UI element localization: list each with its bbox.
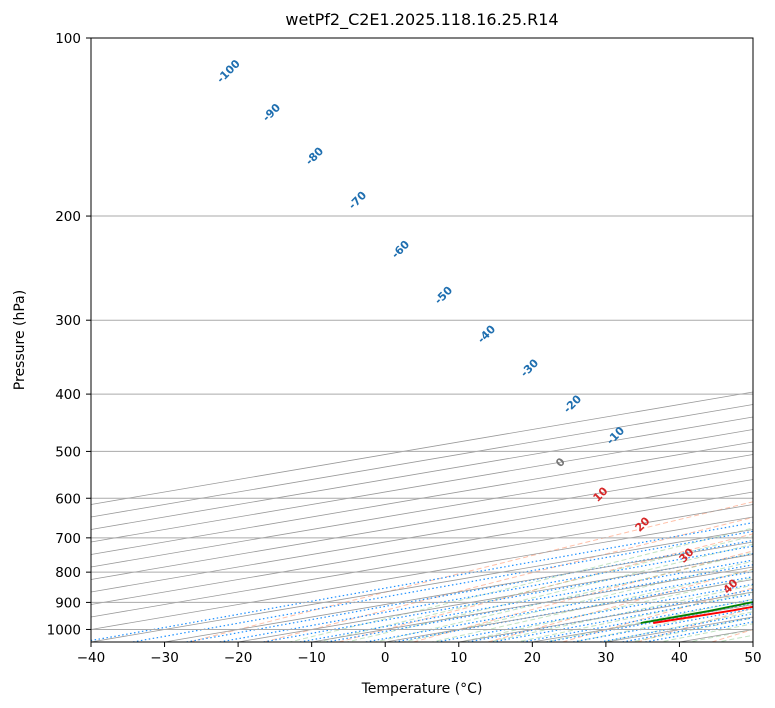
mixing-ratio-line [546,603,753,642]
isotherm [238,554,753,642]
isotherm [752,641,753,642]
dry-adiabat-label: -10 [604,424,627,447]
moist-adiabat [287,527,753,642]
y-axis-label: Pressure (hPa) [12,290,28,390]
dewpoint-profile [640,601,753,624]
x-tick-label: −10 [297,650,326,666]
isotherm [91,491,753,605]
isotherm [91,504,753,618]
moist-adiabat-label: 20 [633,514,653,534]
dry-adiabat-label: -40 [475,322,498,345]
moist-adiabat-label: 10 [591,484,611,504]
y-tick-label: 700 [55,531,81,547]
dry-adiabat-label: -70 [346,189,369,212]
y-tick-label: 600 [55,491,81,507]
y-tick-label: 100 [55,31,81,47]
isotherm [385,579,753,642]
isotherm [91,466,753,580]
moist-adiabat [429,569,753,642]
dry-adiabat-label: -50 [432,284,455,307]
axis-ticks: −40 −30 −20 −10 0 10 20 30 40 5010009008007006005… [47,31,762,666]
mixing-ratio-line [492,593,753,642]
y-tick-label: 900 [55,595,81,611]
mixing-ratio-line [572,608,753,642]
x-tick-label: 10 [450,650,467,666]
dry-adiabat [637,607,753,642]
x-axis-label: Temperature (°C) [361,681,483,697]
moist-adiabat [715,634,753,642]
dry-adiabat-label: -30 [518,356,541,379]
sounding-lines [640,601,753,624]
mixing-ratio-line [219,545,753,642]
dry-adiabat-label: -100 [214,57,243,86]
mixing-ratio-line [132,530,753,642]
y-tick-label: 200 [55,209,81,225]
mixing-ratio-line [186,539,753,642]
moist-adiabat [514,591,753,642]
dry-adiabat [189,501,753,642]
y-tick-label: 1000 [47,622,81,638]
x-tick-label: −40 [77,650,106,666]
x-tick-label: 30 [597,650,614,666]
dry-adiabat-label: -90 [260,101,283,124]
isotherm [91,429,753,543]
isotherm [91,404,753,518]
mixing-ratio-line [263,553,753,642]
isotherm [91,516,753,630]
dry-adiabat-label: -20 [561,392,584,415]
plot-frame [90,37,754,643]
x-tick-label: 50 [744,650,761,666]
moist-adiabat [657,623,753,642]
isotherm [91,416,753,530]
temperature-profile [653,605,753,624]
chart-title: wetPf2_C2E1.2025.118.16.25.R14 [285,10,558,30]
x-tick-label: 20 [524,650,541,666]
moist-adiabat [542,598,753,642]
isotherm [679,629,753,642]
moist-adiabat [401,560,753,642]
y-tick-label: 300 [55,313,81,329]
mixing-ratio-line [599,613,753,642]
moist-adiabat [571,604,753,642]
isotherm [311,566,753,642]
y-tick-label: 500 [55,444,81,460]
dry-adiabat [264,516,753,642]
isotherm [532,604,753,642]
line-labels: 0.10.20.40.611.52346810131620253036-100-… [214,57,741,597]
y-tick-label: 400 [55,387,81,403]
x-tick-label: −20 [224,650,253,666]
x-tick-label: 0 [381,650,390,666]
dry-adiabat [487,568,753,642]
mixing-ratio-line [522,598,753,642]
dry-adiabat [562,587,753,642]
dry-adiabat [338,533,753,642]
moist-adiabat-label: 0 [553,455,568,470]
dry-adiabat-label: -80 [303,144,326,167]
x-tick-label: 40 [671,650,688,666]
isotherm [91,454,753,568]
dry-adiabat [711,629,753,642]
isotherm [91,479,753,593]
y-tick-label: 800 [55,565,81,581]
mixing-ratio-line [467,589,753,642]
plot-area [91,38,753,642]
mixing-ratio-line [622,617,753,642]
dry-adiabat-label: -60 [389,238,412,261]
isotherm [91,391,753,505]
isotherm [91,441,753,555]
x-tick-label: −30 [150,650,179,666]
mixing-ratio-line [91,522,753,642]
isotherm [91,529,753,642]
